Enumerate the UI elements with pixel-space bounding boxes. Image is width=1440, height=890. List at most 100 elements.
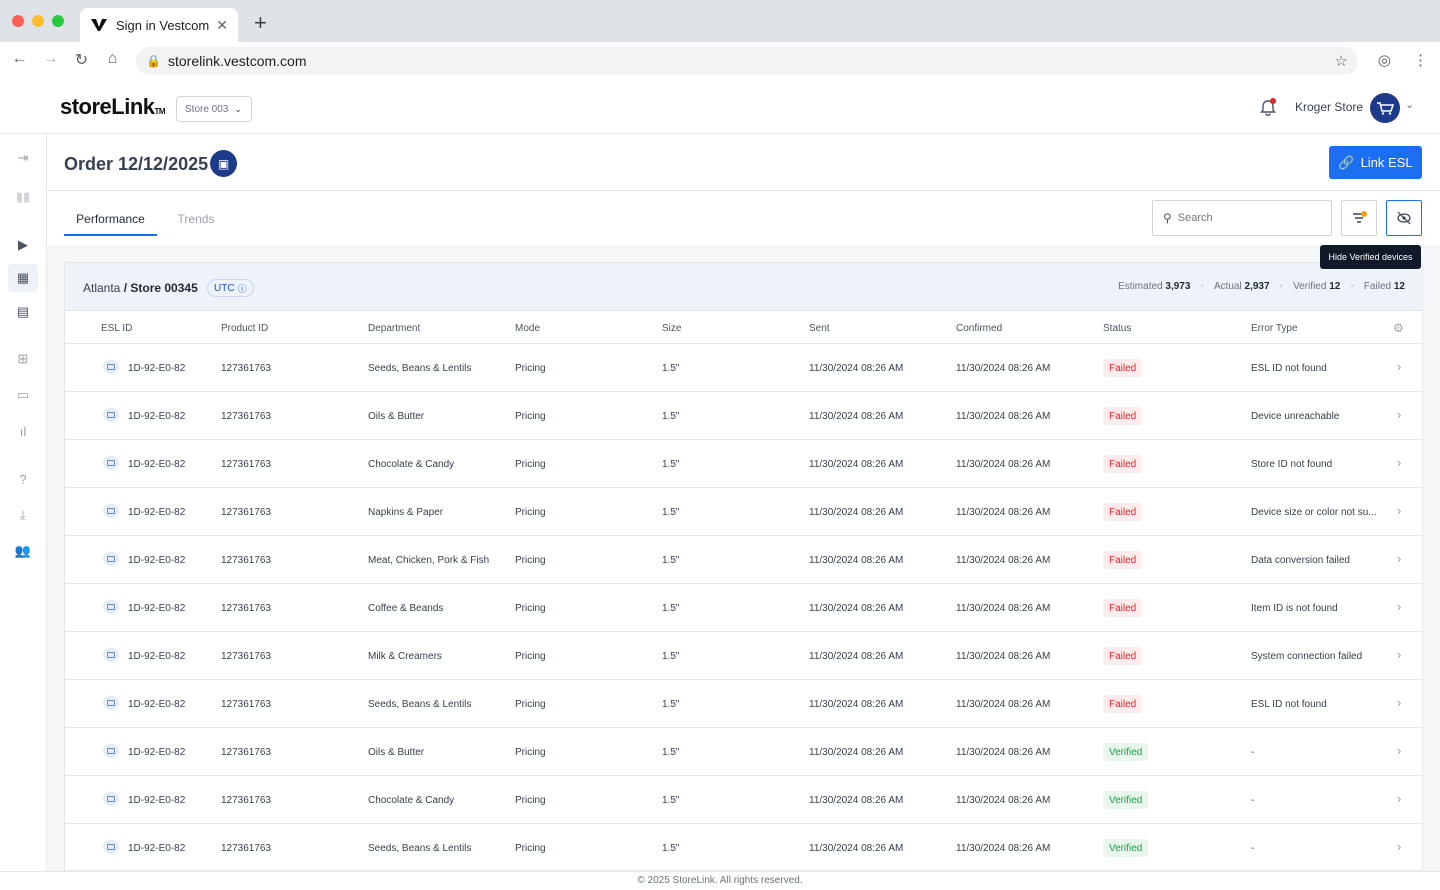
search-input[interactable] [1177, 212, 1308, 224]
avatar[interactable] [1370, 93, 1400, 123]
table-body: 1D-92-E0-82 127361763 Seeds, Beans & Lenti… [65, 344, 1422, 872]
status-badge: Verified [1103, 839, 1149, 857]
esl-device-icon [103, 744, 119, 758]
tabs: Performance Trends [64, 212, 235, 236]
minimize-window-button[interactable] [32, 15, 44, 27]
column-header-department[interactable]: Department [368, 323, 421, 334]
browser-menu-icon[interactable]: ⋮ [1413, 52, 1428, 69]
table-row[interactable]: 1D-92-E0-82 127361763 Napkins & Paper Prici… [65, 488, 1422, 536]
profile-icon[interactable]: ◎ [1377, 52, 1391, 69]
close-window-button[interactable] [12, 15, 24, 27]
maximize-window-button[interactable] [52, 15, 64, 27]
store-select[interactable]: Store 003 ⌄ [176, 96, 252, 122]
cell-product: 127361763 [221, 363, 272, 374]
cell-size: 1.5" [662, 411, 680, 422]
chevron-right-icon[interactable]: › [1397, 551, 1402, 566]
chevron-right-icon[interactable]: › [1397, 407, 1402, 422]
table-row[interactable]: 1D-92-E0-82 127361763 Coffee & Beands Prici… [65, 584, 1422, 632]
status-badge: Failed [1103, 599, 1143, 617]
hide-verified-button[interactable] [1386, 200, 1422, 236]
users-icon[interactable]: 👥 [14, 543, 32, 558]
column-header-confirmed[interactable]: Confirmed [956, 323, 1003, 334]
cell-size: 1.5" [662, 459, 680, 470]
table-row[interactable]: 1D-92-E0-82 127361763 Oils & Butter Pricing… [65, 728, 1422, 776]
app-header: storeLinkTM Store 003 ⌄ Kroger Store ⌄ [0, 80, 1440, 134]
reload-icon[interactable]: ↻ [74, 52, 89, 69]
browser-tab[interactable]: Sign in Vestcom ✕ [80, 8, 238, 42]
logo[interactable]: storeLinkTM [60, 94, 166, 120]
bar-chart-icon[interactable]: ▮▮ [15, 189, 31, 204]
help-icon[interactable]: ? [19, 471, 27, 487]
back-icon[interactable]: ← [11, 50, 28, 67]
cell-esl: 1D-92-E0-82 [128, 411, 186, 422]
download-icon[interactable]: ⤓ [20, 507, 26, 522]
footer: © 2025 StoreLink. All rights reserved. [0, 871, 1440, 890]
column-header-mode[interactable]: Mode [515, 323, 541, 334]
chevron-right-icon[interactable]: › [1397, 503, 1402, 518]
cart-icon [1377, 102, 1394, 115]
column-header-error-type[interactable]: Error Type [1251, 323, 1298, 334]
new-tab-icon[interactable]: + [254, 10, 267, 35]
cell-dept: Milk & Creamers [368, 651, 442, 662]
url-field[interactable]: 🔒 storelink.vestcom.com ☆ [136, 47, 1358, 75]
analytics-icon[interactable]: ıl [19, 423, 27, 439]
stat-estimated: Estimated 3,973 [1118, 281, 1190, 292]
chevron-right-icon[interactable]: › [1397, 743, 1402, 758]
chevron-down-icon: ⌄ [234, 103, 242, 114]
chevron-right-icon[interactable]: › [1397, 599, 1402, 614]
home-icon[interactable]: ⌂ [107, 50, 118, 67]
chevron-right-icon[interactable]: › [1397, 695, 1402, 710]
chevron-right-icon[interactable]: › [1397, 647, 1402, 662]
cell-sent: 11/30/2024 08:26 AM [809, 795, 904, 806]
column-header-sent[interactable]: Sent [809, 323, 830, 334]
user-name[interactable]: Kroger Store [1295, 100, 1364, 114]
chevron-right-icon[interactable]: › [1397, 455, 1402, 470]
tab-trends[interactable]: Trends [177, 212, 215, 226]
table-row[interactable]: 1D-92-E0-82 127361763 Chocolate & Candy Pri… [65, 440, 1422, 488]
stat-actual-label: Actual [1213, 281, 1242, 292]
gear-icon[interactable]: ⚙ [1393, 321, 1404, 335]
cell-esl: 1D-92-E0-82 [128, 843, 186, 854]
close-icon[interactable]: ✕ [216, 16, 228, 33]
calendar-button[interactable]: ▣ [210, 150, 237, 177]
cell-mode: Pricing [515, 699, 546, 710]
dashboard-icon[interactable]: ▦ [8, 264, 38, 292]
window-controls [12, 15, 64, 27]
esl-device-icon [103, 600, 119, 614]
table-row[interactable]: 1D-92-E0-82 127361763 Oils & Butter Pricing… [65, 392, 1422, 440]
table-row[interactable]: 1D-92-E0-82 127361763 Milk & Creamers Prici… [65, 632, 1422, 680]
stat-separator: • [1279, 281, 1284, 292]
chevron-right-icon[interactable]: › [1397, 839, 1402, 854]
title-bar: Order 12/12/2025 ▣ 🔗 Link ESL [47, 134, 1440, 191]
play-icon[interactable]: ▶ [18, 237, 28, 252]
table-row[interactable]: 1D-92-E0-82 127361763 Meat, Chicken, Pork … [65, 536, 1422, 584]
monitor-icon[interactable]: ▭ [16, 387, 30, 402]
table-row[interactable]: 1D-92-E0-82 127361763 Chocolate & Candy Pri… [65, 776, 1422, 824]
link-esl-button[interactable]: 🔗 Link ESL [1329, 146, 1422, 179]
timezone-badge[interactable]: UTC ⓘ [207, 279, 254, 297]
expand-sidebar-icon[interactable]: ⇥ [17, 150, 29, 165]
forward-icon[interactable]: → [42, 50, 59, 67]
grid-icon[interactable]: ⊞ [17, 351, 29, 366]
bookmark-star-icon[interactable]: ☆ [1334, 53, 1348, 70]
chevron-right-icon[interactable]: › [1397, 791, 1402, 806]
table-row[interactable]: 1D-92-E0-82 127361763 Seeds, Beans & Lenti… [65, 344, 1422, 392]
table-row[interactable]: 1D-92-E0-82 127361763 Seeds, Beans & Lenti… [65, 824, 1422, 872]
chevron-right-icon[interactable]: › [1397, 359, 1402, 374]
table-row[interactable]: 1D-92-E0-82 127361763 Seeds, Beans & Lenti… [65, 680, 1422, 728]
column-header-size[interactable]: Size [662, 323, 682, 334]
cell-confirmed: 11/30/2024 08:26 AM [956, 459, 1051, 470]
chevron-down-icon[interactable]: ⌄ [1405, 99, 1415, 111]
search-box[interactable]: ⚲ [1152, 200, 1332, 236]
note-icon[interactable]: ▤ [16, 304, 30, 319]
filter-button[interactable] [1341, 200, 1377, 236]
stat-failed: Failed 12 [1364, 281, 1405, 292]
notification-bell-icon[interactable] [1258, 98, 1278, 118]
tab-performance[interactable]: Performance [64, 212, 157, 236]
logo-text: storeLink [60, 94, 155, 119]
cell-dept: Napkins & Paper [368, 507, 444, 518]
column-header-status[interactable]: Status [1103, 323, 1132, 334]
cell-size: 1.5" [662, 507, 680, 518]
column-header-esl-id[interactable]: ESL ID [101, 323, 133, 334]
column-header-product-id[interactable]: Product ID [221, 323, 269, 334]
